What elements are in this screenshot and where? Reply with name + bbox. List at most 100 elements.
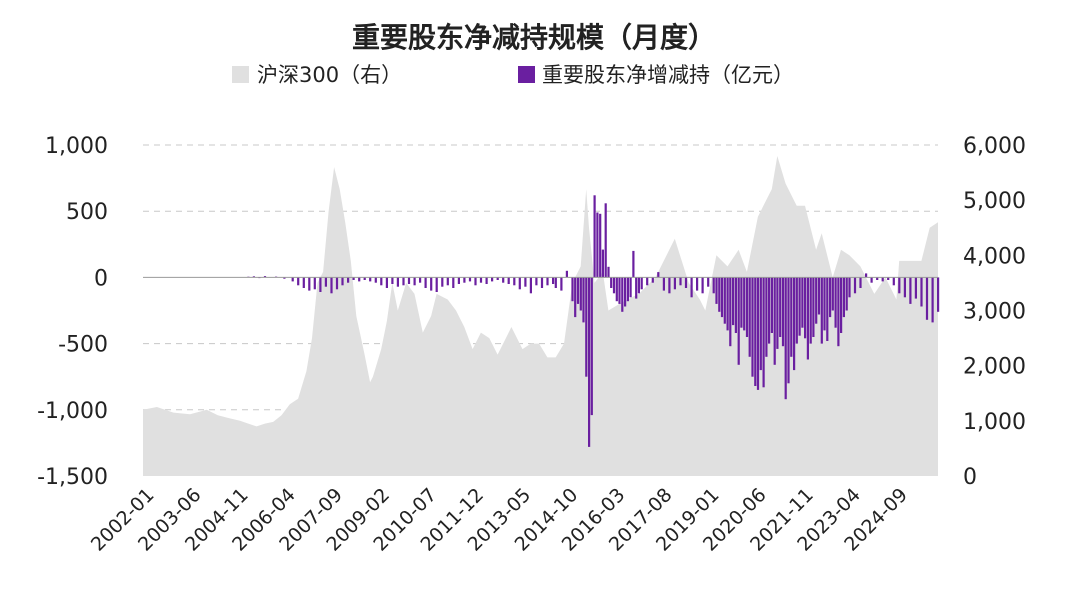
bar-2022-05 xyxy=(817,277,821,315)
bar-2018-11 xyxy=(701,277,704,294)
bar-2008-09 xyxy=(363,277,366,280)
bar-2014-10 xyxy=(565,270,568,278)
chart-title: 重要股东净减持规模（月度） xyxy=(352,21,716,54)
bar-2020-10 xyxy=(765,277,768,357)
bar-2023-12 xyxy=(870,277,873,283)
bar-2025-04 xyxy=(914,277,917,299)
bar-2021-04 xyxy=(781,277,785,347)
bar-2008-11 xyxy=(369,277,372,282)
bar-2005-05 xyxy=(252,276,255,278)
bar-2016-12 xyxy=(637,277,640,294)
bar-2017-11 xyxy=(668,277,671,294)
legend: 沪深300（右） 重要股东净增减持（亿元） xyxy=(232,63,794,87)
bar-2013-07 xyxy=(524,277,527,287)
bar-2024-08 xyxy=(892,277,895,286)
bar-2015-06 xyxy=(588,277,591,447)
bar-2019-07 xyxy=(723,277,726,324)
bar-2016-04 xyxy=(615,277,618,302)
bar-2015-09 xyxy=(596,212,599,278)
bar-2014-06 xyxy=(554,277,557,288)
bar-2009-07 xyxy=(391,277,394,284)
bar-2023-02 xyxy=(842,277,845,318)
bar-2011-09 xyxy=(463,277,466,283)
bar-2008-01 xyxy=(341,277,344,286)
bar-2016-09 xyxy=(629,277,632,298)
bar-2022-10 xyxy=(831,277,834,311)
bar-2008-07 xyxy=(358,277,361,282)
bar-2012-07 xyxy=(491,277,494,282)
bar-2015-10 xyxy=(599,213,602,278)
bar-2011-11 xyxy=(468,277,472,282)
bar-2009-05 xyxy=(385,277,388,288)
bar-2020-09 xyxy=(762,277,765,388)
bar-2019-10 xyxy=(732,277,735,326)
bar-2016-11 xyxy=(635,277,638,299)
bar-2018-09 xyxy=(696,277,699,291)
bar-2021-07 xyxy=(790,277,793,357)
bar-2021-02 xyxy=(776,277,779,349)
bar-2014-08 xyxy=(560,277,563,291)
y-right-tick-label: 2,000 xyxy=(963,355,1026,380)
bar-2009-03 xyxy=(380,277,383,286)
y-right-tick-label: 6,000 xyxy=(963,134,1026,159)
bar-2013-01 xyxy=(507,277,510,284)
x-axis: 2002-012003-062004-112006-042007-092009-… xyxy=(87,484,912,556)
bar-2009-11 xyxy=(402,277,405,286)
bar-2014-12 xyxy=(571,277,574,302)
bar-2022-04 xyxy=(815,277,818,324)
bar-2022-09 xyxy=(829,277,832,318)
bar-2006-09 xyxy=(297,277,300,286)
legend-swatch-net-change xyxy=(518,66,535,83)
bar-2023-01 xyxy=(840,277,843,333)
bar-2017-07 xyxy=(657,272,660,278)
bar-2019-04 xyxy=(715,277,718,304)
bar-2020-03 xyxy=(745,277,749,337)
bar-2016-08 xyxy=(626,277,629,302)
bar-2010-09 xyxy=(430,277,433,291)
bar-2017-05 xyxy=(651,277,654,283)
legend-swatch-hs300 xyxy=(232,66,249,83)
bar-2023-04 xyxy=(848,277,851,298)
bar-2015-02 xyxy=(576,277,580,304)
bar-2016-10 xyxy=(632,250,635,278)
legend-label-net-change: 重要股东净增减持（亿元） xyxy=(542,63,794,87)
bar-2005-09 xyxy=(263,276,267,278)
bar-2010-05 xyxy=(419,277,422,283)
y-axis-left: 1,000 500 0 -500 -1,000 -1,500 xyxy=(37,134,108,490)
bar-2012-05 xyxy=(485,277,488,284)
bar-2006-07 xyxy=(291,277,294,282)
bar-2020-07 xyxy=(756,277,760,390)
bar-2019-08 xyxy=(726,277,729,331)
bar-2016-05 xyxy=(618,277,621,304)
bar-2022-08 xyxy=(826,277,829,341)
bar-2011-03 xyxy=(446,277,449,286)
bar-2021-06 xyxy=(787,277,790,384)
bar-2020-04 xyxy=(748,277,751,357)
bar-2020-05 xyxy=(751,277,754,377)
bar-2019-12 xyxy=(737,277,740,365)
bar-2007-05 xyxy=(319,277,322,292)
bar-2006-04 xyxy=(283,277,286,279)
bar-2021-09 xyxy=(795,277,798,344)
bar-2019-09 xyxy=(729,277,732,347)
bar-2016-03 xyxy=(612,277,616,294)
bar-2020-12 xyxy=(770,277,773,333)
bar-2019-05 xyxy=(718,277,721,312)
bar-2012-09 xyxy=(496,277,499,280)
hs300-area xyxy=(143,156,938,476)
bar-2022-03 xyxy=(812,277,815,337)
y-left-tick-label: 0 xyxy=(94,266,108,291)
bar-2011-01 xyxy=(441,277,444,287)
bar-2022-12 xyxy=(837,277,840,347)
bar-2020-01 xyxy=(740,277,743,328)
bar-2023-08 xyxy=(859,277,862,288)
bar-2025-06 xyxy=(920,277,923,307)
bar-2024-04 xyxy=(881,277,884,282)
bar-2007-09 xyxy=(330,277,333,294)
bar-2007-03 xyxy=(313,277,316,290)
bar-2015-07 xyxy=(590,277,593,416)
y-left-tick-label: -500 xyxy=(58,333,108,358)
bar-2016-02 xyxy=(610,277,613,288)
y-right-tick-label: 5,000 xyxy=(963,189,1026,214)
y-right-tick-label: 3,000 xyxy=(963,300,1026,325)
